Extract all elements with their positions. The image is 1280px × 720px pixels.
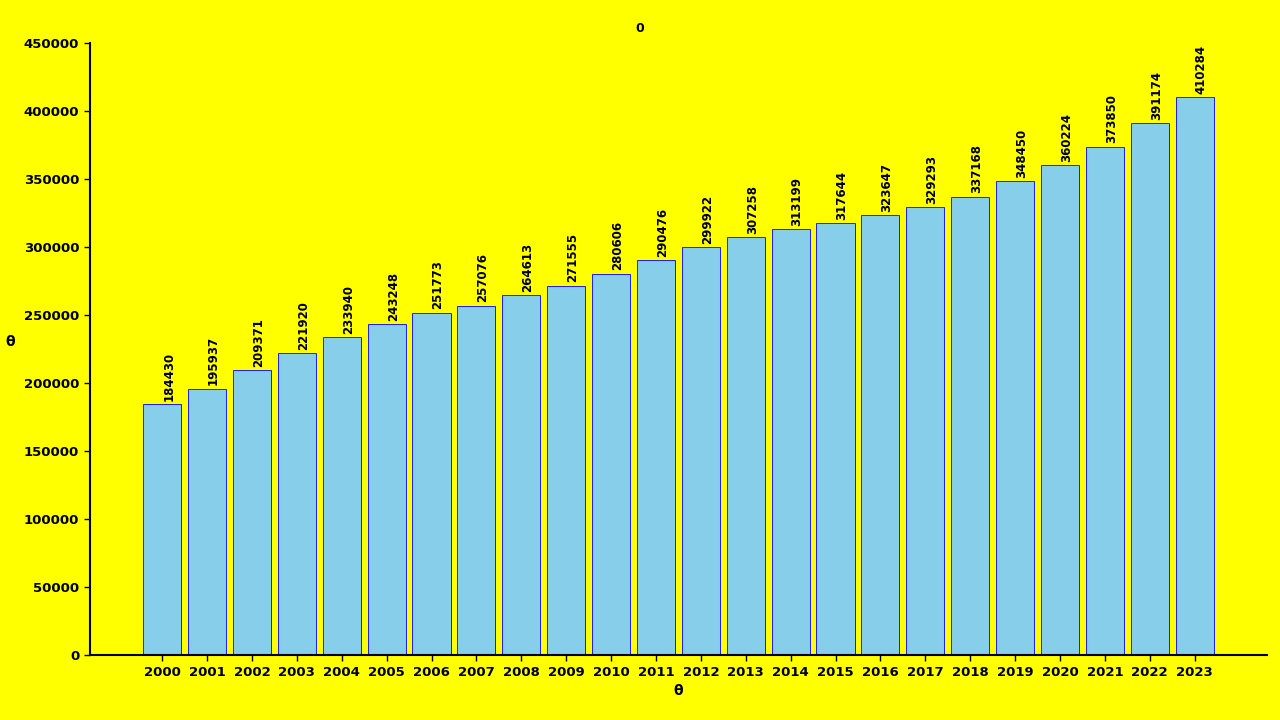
Bar <box>233 371 271 655</box>
Y-axis label: θ: θ <box>5 336 14 349</box>
Bar <box>1085 147 1124 655</box>
Text: 337168: 337168 <box>970 144 983 193</box>
Bar <box>367 325 406 655</box>
Bar <box>906 207 945 655</box>
Bar <box>682 247 719 655</box>
Text: 280606: 280606 <box>611 221 625 270</box>
Bar <box>951 197 989 655</box>
Bar <box>591 274 630 655</box>
Text: 329293: 329293 <box>925 155 938 204</box>
Text: 299922: 299922 <box>701 195 714 244</box>
Bar <box>1041 166 1079 655</box>
Text: 348450: 348450 <box>1015 129 1028 178</box>
Text: 209371: 209371 <box>252 318 265 367</box>
Bar <box>412 312 451 655</box>
Bar <box>278 354 316 655</box>
Bar <box>502 295 540 655</box>
Text: 307258: 307258 <box>746 185 759 234</box>
Bar <box>727 238 765 655</box>
Bar <box>996 181 1034 655</box>
Text: 271555: 271555 <box>566 233 579 282</box>
Text: 323647: 323647 <box>881 163 893 212</box>
Text: 257076: 257076 <box>476 253 489 302</box>
Bar <box>637 260 675 655</box>
Bar <box>143 405 182 655</box>
Bar <box>817 223 855 655</box>
Text: 313199: 313199 <box>791 177 804 226</box>
Text: 184430: 184430 <box>163 352 175 401</box>
Text: 243248: 243248 <box>387 272 399 321</box>
Text: 290476: 290476 <box>655 207 669 257</box>
Text: 251773: 251773 <box>431 261 444 310</box>
Bar <box>188 389 227 655</box>
Text: 195937: 195937 <box>207 336 220 385</box>
Text: 233940: 233940 <box>342 284 355 333</box>
Text: 391174: 391174 <box>1149 71 1162 120</box>
Text: 410284: 410284 <box>1194 45 1207 94</box>
Text: 360224: 360224 <box>1060 113 1073 162</box>
Text: 264613: 264613 <box>521 243 534 292</box>
Text: 221920: 221920 <box>297 301 310 350</box>
Text: 0: 0 <box>636 22 644 35</box>
Text: 373850: 373850 <box>1105 94 1117 143</box>
X-axis label: θ: θ <box>673 684 684 698</box>
Bar <box>772 229 810 655</box>
Bar <box>323 337 361 655</box>
Bar <box>861 215 900 655</box>
Bar <box>457 305 495 655</box>
Bar <box>1175 97 1213 655</box>
Bar <box>547 286 585 655</box>
Text: 317644: 317644 <box>836 171 849 220</box>
Bar <box>1130 123 1169 655</box>
